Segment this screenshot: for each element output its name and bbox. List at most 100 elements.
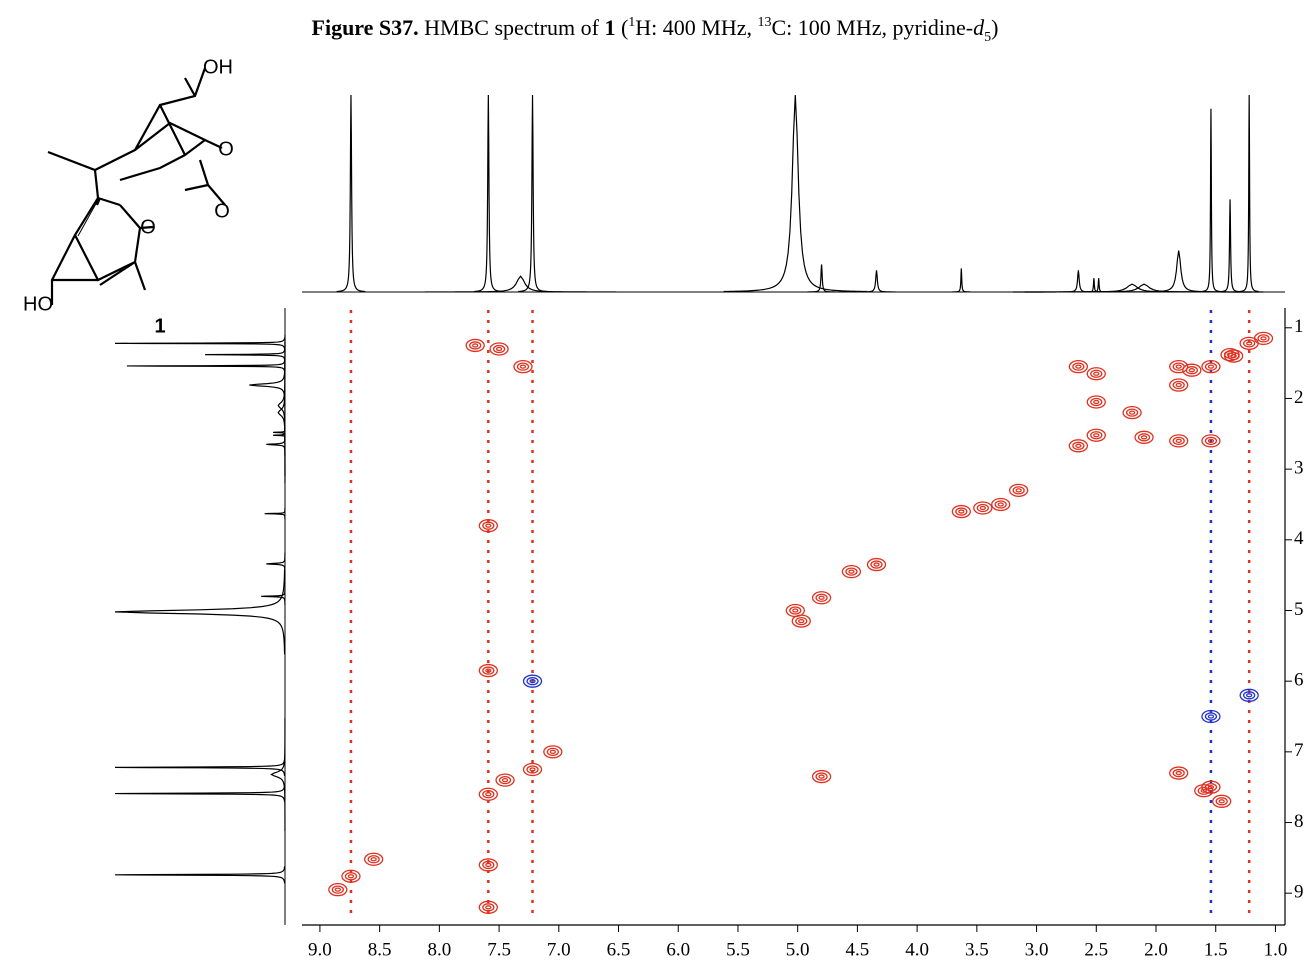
x-tick-label: 3.0 (1025, 939, 1049, 960)
cross-peak (951, 504, 971, 519)
cross-peak (516, 362, 530, 371)
cross-peak (1172, 768, 1185, 778)
spectrum-peak-top (1239, 94, 1259, 293)
cross-peak (367, 855, 380, 864)
cross-peak (364, 852, 384, 866)
cross-peak (1169, 360, 1189, 374)
cross-peak (1243, 339, 1256, 348)
x-tick-label: 2.0 (1144, 939, 1168, 960)
title-part: 5 (984, 30, 991, 45)
cross-peak (1128, 410, 1136, 415)
cross-peak (344, 872, 358, 881)
title-part: C: 100 MHz, pyridine- (771, 15, 973, 40)
cross-peak (482, 790, 495, 799)
cross-peak (795, 616, 808, 626)
x-tick-label: 5.5 (726, 939, 750, 960)
cross-peak (370, 857, 377, 862)
cross-peak (1122, 405, 1142, 420)
spectrum-peak-top (951, 268, 971, 293)
cross-peak (1253, 331, 1274, 346)
cross-peak (792, 608, 799, 613)
cross-peak (331, 885, 344, 894)
cross-peak (997, 502, 1004, 507)
cross-peak (478, 787, 498, 801)
bond-lines (47, 67, 226, 305)
cross-peak (789, 606, 802, 615)
cross-peak (866, 557, 887, 572)
y-tick-label: 8 (1294, 811, 1304, 832)
cross-peak (1201, 709, 1221, 724)
cross-peak (811, 591, 832, 605)
cross-peak (955, 507, 968, 516)
cross-peak (1169, 766, 1189, 780)
cross-peak (976, 503, 989, 513)
y-tick-label: 4 (1294, 528, 1304, 549)
y-tick-label: 7 (1294, 740, 1304, 761)
cross-peak (1223, 349, 1244, 363)
cross-peak (1246, 341, 1253, 346)
cross-peak (478, 519, 498, 533)
cross-peak (478, 900, 498, 914)
cross-peak (328, 883, 348, 897)
atom-label: OH (203, 56, 233, 78)
cross-peak (1185, 366, 1198, 375)
cross-peak (1204, 712, 1218, 721)
cross-peak (1093, 433, 1100, 438)
cross-peak (485, 523, 492, 528)
x-tick-label: 5.0 (786, 939, 810, 960)
spectrum-peak-left (114, 866, 286, 884)
title-part: Figure S37. (312, 15, 419, 40)
cross-peak (1239, 688, 1259, 702)
cross-peak (873, 562, 880, 567)
cross-peak (1093, 371, 1100, 376)
cross-peak (1175, 438, 1182, 444)
spectrum-peak-left (114, 569, 286, 655)
spectrum-peak-top (1089, 278, 1109, 293)
cross-peak (791, 614, 811, 628)
x-tick-label: 8.0 (427, 939, 451, 960)
cross-peak (1175, 770, 1182, 776)
spectrum-peak-left (266, 433, 286, 456)
cross-peak (1182, 363, 1202, 377)
cross-peak (1068, 439, 1089, 453)
cross-peak (529, 679, 536, 684)
cross-peak (1093, 399, 1100, 405)
cross-peak (991, 497, 1011, 512)
cross-peak (529, 767, 536, 772)
atom-label: O (218, 138, 234, 160)
cross-peak (1207, 714, 1215, 719)
spectrum-peak-top (1059, 270, 1098, 293)
cross-peak (543, 745, 563, 759)
cross-peak (495, 773, 515, 787)
atom-label: HO (23, 293, 53, 315)
title-part: H: 400 MHz, (635, 15, 757, 40)
atom-label: O (214, 200, 230, 222)
spectrum-peak-left (261, 587, 286, 605)
cross-peak (1137, 433, 1151, 442)
y-tick-label: 6 (1294, 670, 1304, 691)
spectrum-peak-left (249, 356, 286, 414)
cross-peak (1072, 441, 1085, 450)
cross-peak (1086, 395, 1106, 409)
spectrum-peak-top (723, 94, 867, 293)
cross-peak (492, 344, 506, 354)
cross-peak (1218, 799, 1225, 804)
cross-peak (522, 674, 543, 688)
x-tick-label: 7.0 (547, 939, 571, 960)
cross-peak (498, 775, 512, 785)
spectrum-peak-top (857, 270, 896, 293)
cross-peak (1068, 360, 1089, 374)
cross-peak (1169, 434, 1189, 448)
cross-peak (485, 905, 492, 910)
cross-peak (1194, 784, 1214, 798)
spectrum-peak-top (807, 264, 836, 293)
spectrum-peak-top (1084, 278, 1104, 293)
cross-peak (334, 887, 341, 892)
cross-peak (818, 774, 825, 779)
cross-peak (1125, 408, 1139, 417)
x-tick-label: 3.5 (965, 939, 989, 960)
structure (47, 67, 226, 305)
cross-peak (1197, 786, 1210, 795)
cross-peak (1075, 364, 1082, 369)
